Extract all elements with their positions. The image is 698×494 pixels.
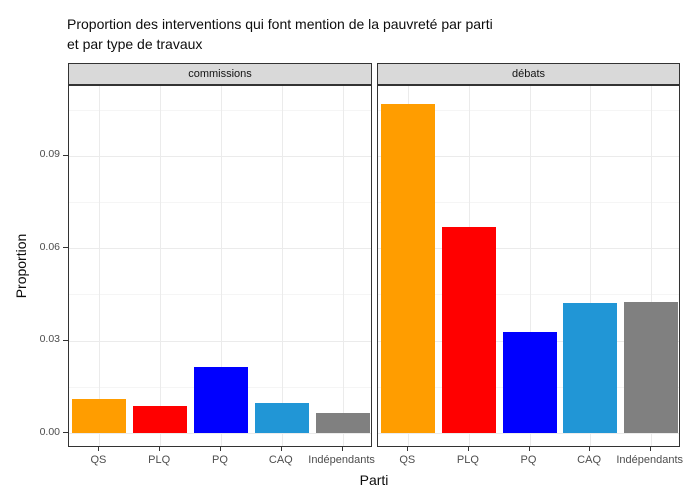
x-axis-title: Parti bbox=[359, 472, 389, 488]
bar-QS bbox=[72, 398, 127, 433]
gridline-minor bbox=[378, 202, 679, 204]
x-tick-label: PQ bbox=[212, 454, 228, 466]
chart-title: Proportion des interventions qui font me… bbox=[67, 14, 493, 54]
x-tick-mark bbox=[407, 447, 409, 451]
x-tick-label: Indépendants bbox=[616, 454, 684, 466]
x-tick-mark bbox=[159, 447, 161, 451]
x-tick-mark bbox=[528, 447, 530, 451]
y-tick-label: 0.03 bbox=[39, 333, 60, 346]
chart-title-line2: et par type de travaux bbox=[67, 36, 203, 52]
chart-title-line1: Proportion des interventions qui font me… bbox=[67, 16, 493, 32]
gridline-vertical bbox=[221, 86, 222, 446]
facet-strip-label: débats bbox=[511, 68, 546, 80]
x-tick-label: PLQ bbox=[148, 454, 171, 466]
y-axis-title: Proportion bbox=[13, 233, 29, 299]
gridline-major bbox=[69, 340, 371, 342]
bar-CAQ bbox=[563, 303, 618, 433]
gridline-minor bbox=[69, 202, 371, 204]
gridline-vertical bbox=[99, 86, 101, 446]
x-tick-mark bbox=[649, 447, 651, 451]
y-tick-mark bbox=[63, 432, 68, 433]
bar-Indépendants bbox=[315, 412, 370, 433]
gridline-vertical bbox=[342, 86, 344, 446]
x-tick-label: Indépendants bbox=[308, 454, 375, 466]
x-tick-mark bbox=[280, 447, 282, 451]
x-tick-label: QS bbox=[399, 454, 416, 466]
y-tick-mark bbox=[63, 154, 68, 156]
x-tick-mark bbox=[98, 447, 100, 451]
bar-CAQ bbox=[254, 403, 309, 433]
facet-strip: commissions bbox=[68, 63, 372, 85]
x-tick-mark bbox=[220, 447, 221, 451]
bar-PQ bbox=[502, 332, 557, 433]
facet-strip: débats bbox=[377, 63, 680, 85]
bar-QS bbox=[381, 104, 436, 433]
bar-PQ bbox=[194, 366, 248, 433]
gridline-minor bbox=[378, 294, 679, 296]
x-tick-label: QS bbox=[90, 454, 107, 466]
gridline-major bbox=[378, 155, 679, 157]
bar-PLQ bbox=[133, 406, 188, 433]
x-tick-label: CAQ bbox=[577, 454, 602, 466]
x-tick-mark bbox=[467, 447, 469, 451]
bar-Indépendants bbox=[623, 301, 678, 433]
gridline-vertical bbox=[281, 86, 283, 446]
plot-panel bbox=[377, 85, 680, 447]
y-tick-mark bbox=[63, 247, 68, 249]
x-tick-mark bbox=[341, 447, 343, 451]
gridline-vertical bbox=[529, 86, 531, 446]
x-tick-label: CAQ bbox=[268, 454, 293, 466]
gridline-major bbox=[69, 155, 371, 157]
plot-panel bbox=[68, 85, 372, 447]
gridline-minor bbox=[69, 109, 371, 111]
gridline-minor bbox=[69, 294, 371, 296]
facet-strip-label: commissions bbox=[188, 68, 252, 80]
x-tick-label: PLQ bbox=[456, 454, 479, 466]
gridline-vertical bbox=[590, 86, 592, 446]
gridline-minor bbox=[378, 109, 679, 111]
x-tick-mark bbox=[589, 447, 591, 451]
y-tick-label: 0.09 bbox=[39, 148, 60, 161]
gridline-vertical bbox=[650, 86, 652, 446]
y-tick-mark bbox=[63, 339, 68, 341]
gridline-vertical bbox=[160, 86, 162, 446]
bar-PLQ bbox=[441, 227, 496, 433]
gridline-major bbox=[69, 248, 371, 250]
x-tick-label: PQ bbox=[520, 454, 537, 466]
y-tick-label: 0.00 bbox=[39, 425, 60, 438]
y-tick-label: 0.06 bbox=[39, 240, 60, 253]
gridline-major bbox=[69, 433, 371, 434]
gridline-major bbox=[378, 248, 679, 250]
gridline-major bbox=[378, 433, 679, 434]
